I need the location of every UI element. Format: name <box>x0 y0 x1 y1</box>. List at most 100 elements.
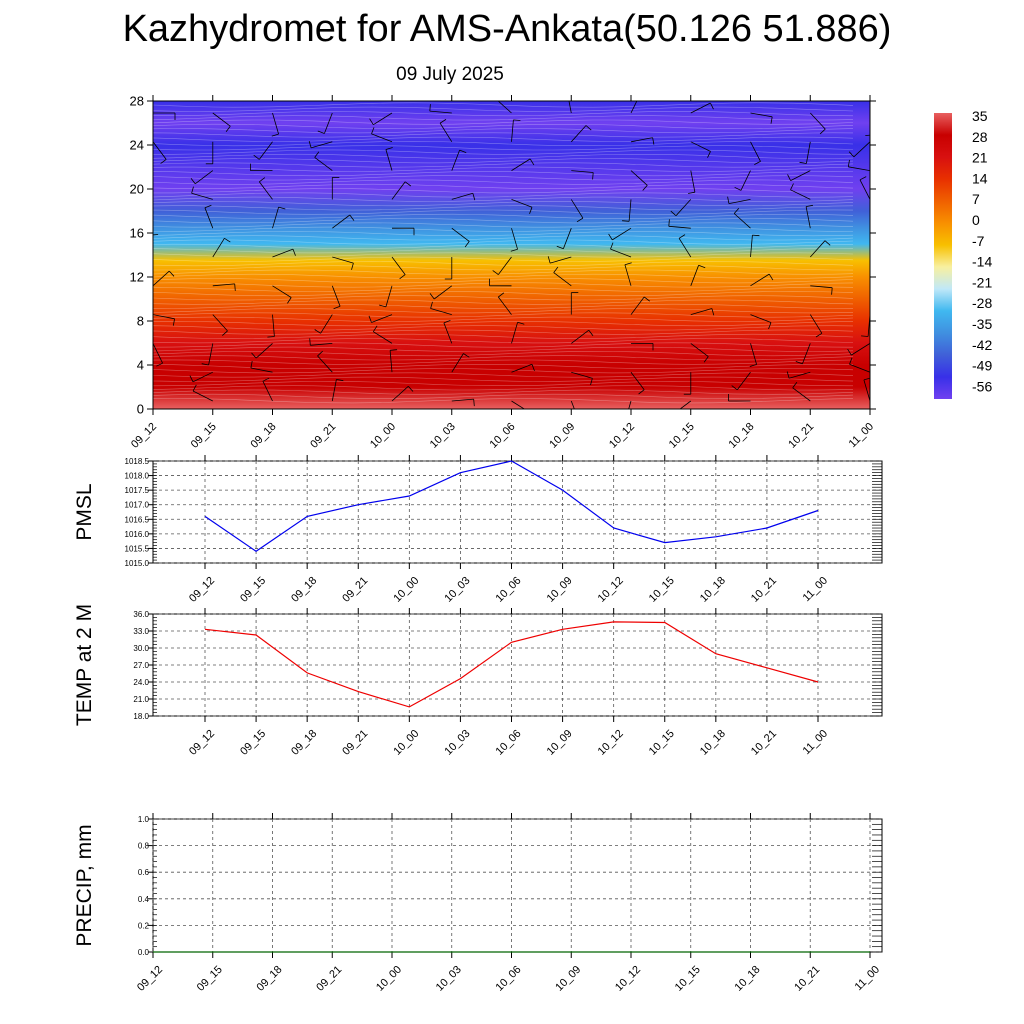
wind-barb-flag <box>130 201 133 208</box>
wind-barb-shaft <box>194 170 214 185</box>
wind-barb-flag <box>592 172 594 180</box>
y-tick-label: 1015.0 <box>125 559 150 568</box>
y-tick-label: 33.0 <box>133 627 149 636</box>
wind-barb-shaft <box>806 141 811 164</box>
wind-barb-flag <box>473 399 475 407</box>
wind-barb-flag <box>169 270 175 277</box>
y-tick-label: 16 <box>130 226 144 241</box>
wind-barb-shaft <box>624 264 632 286</box>
wind-barb-flag <box>707 151 711 158</box>
y-tick-label: 0.2 <box>138 921 150 930</box>
colorbar: 35 28 21 14 7 0 -7 -14 -21 -28 -35 -42 -49 -56 <box>934 108 992 399</box>
x-tick-label: 10_21 <box>786 421 816 451</box>
wind-barb-flag <box>752 234 760 237</box>
wind-barb-flag <box>526 413 530 419</box>
wind-barb-shaft <box>153 314 175 320</box>
wind-barb-shaft <box>790 170 811 181</box>
wind-barb-flag <box>336 379 344 382</box>
wind-barb-flag <box>317 350 323 357</box>
wind-barb-flag <box>668 219 670 227</box>
y-tick-label: 0 <box>137 402 144 417</box>
wind-barb-flag <box>754 161 761 165</box>
wind-barb-shaft <box>272 285 292 298</box>
x-tick-label: 10_18 <box>698 728 728 758</box>
wind-barb-flag <box>848 151 855 158</box>
wind-barb-shaft <box>373 331 393 344</box>
wind-barb-flag <box>590 378 593 386</box>
wind-barb-flag <box>259 177 266 183</box>
wind-barb-shaft <box>630 371 645 391</box>
x-tick-label: 10_12 <box>613 964 643 994</box>
wind-barb-flag <box>859 176 867 181</box>
wind-barb-shaft <box>212 112 231 127</box>
wind-barb-flag <box>287 297 292 304</box>
wind-barb-shaft <box>805 206 811 229</box>
temp-2m-chart: 18.0 21.0 24.0 27.0 30.0 33.0 36.0 09_12 09_15 09… <box>73 604 883 758</box>
wind-barb-flag <box>652 137 655 145</box>
x-tick-label: 10_06 <box>494 575 524 605</box>
wind-barb-shaft <box>371 314 393 323</box>
wind-barb-shaft <box>750 314 772 323</box>
y-tick-label: 28 <box>130 94 144 109</box>
x-tick-label: 10_06 <box>488 421 518 451</box>
wind-barb-shaft <box>391 181 406 200</box>
wind-barb-shaft <box>511 199 533 208</box>
wind-barb-flag <box>463 353 470 358</box>
x-tick-label: 10_18 <box>727 421 757 451</box>
wind-barb-flag <box>429 293 435 300</box>
wind-barb-flag <box>253 154 260 160</box>
y-tick-label: 18.0 <box>133 712 149 721</box>
wind-barb-shaft <box>389 350 393 373</box>
colorbar-label: 28 <box>972 129 988 145</box>
x-tick-label: 09_12 <box>187 575 217 605</box>
wind-barb-flag <box>643 296 651 302</box>
y-tick-label: 21.0 <box>133 695 149 704</box>
wind-barb-flag <box>556 245 564 250</box>
wind-barb-shaft <box>320 314 333 334</box>
wind-barb-flag <box>768 273 774 281</box>
wind-barb-shaft <box>690 343 709 357</box>
x-tick-label: 09_15 <box>238 575 268 605</box>
wind-barb-flag <box>768 322 772 330</box>
wind-barb-flag <box>531 364 535 372</box>
y-tick-label: 0.4 <box>138 895 150 904</box>
wind-barb-shaft <box>451 353 464 373</box>
wind-barb-flag <box>585 125 592 131</box>
x-tick-label: 09_12 <box>187 728 217 758</box>
wind-barb-flag <box>576 217 584 223</box>
wind-barb-shaft <box>853 141 870 158</box>
x-tick-label: 11_00 <box>801 728 831 758</box>
wind-barb-shaft <box>258 141 273 160</box>
wind-barb-shaft <box>511 400 526 409</box>
wind-barb-shaft <box>610 248 632 258</box>
wind-barb-flag <box>443 320 451 324</box>
wind-barb-flag <box>588 329 594 337</box>
y-tick-label: 0.0 <box>138 948 150 957</box>
x-tick-label: 09_21 <box>314 964 344 994</box>
wind-barb-shaft <box>331 285 341 307</box>
wind-barb-shaft <box>690 102 711 114</box>
colorbar-label: 0 <box>972 212 980 228</box>
wind-barb-shaft <box>258 181 273 200</box>
wind-barb-flag <box>130 398 131 405</box>
y-tick-label: 0.6 <box>138 868 150 877</box>
x-tick-label: 10_15 <box>673 964 703 994</box>
wind-barb-flag <box>351 262 354 270</box>
wind-barb-shaft <box>192 390 213 402</box>
x-tick-label: 10_18 <box>698 575 728 605</box>
wind-barb-flag <box>610 242 614 250</box>
colorbar-label: 7 <box>972 191 980 207</box>
wind-barb-flag <box>429 104 431 112</box>
wind-barbs <box>130 101 870 419</box>
wind-barb-shaft <box>679 400 692 409</box>
wind-barb-flag <box>190 177 196 185</box>
wind-barb-flag <box>225 125 231 133</box>
wind-barb-flag <box>703 356 709 363</box>
x-tick-label: 10_09 <box>553 964 583 994</box>
plot-frame <box>152 460 883 564</box>
wind-barb-flag <box>333 305 341 310</box>
wind-barb-shaft <box>451 398 474 402</box>
wind-barb-shaft <box>750 112 773 118</box>
wind-barb-flag <box>849 357 853 365</box>
x-tick-label: 10_15 <box>667 421 697 451</box>
